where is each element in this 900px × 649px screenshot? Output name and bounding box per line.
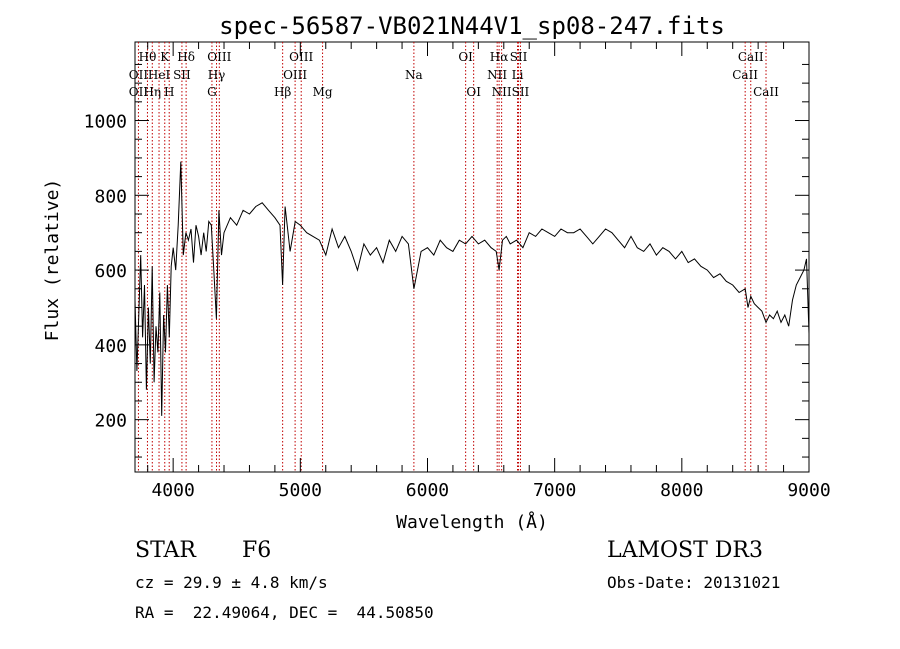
spectral-line-label: Hβ xyxy=(274,85,291,99)
plot-frame xyxy=(134,41,810,473)
spectral-line-label: SII xyxy=(512,85,530,99)
spectral-line-label: SII xyxy=(510,50,528,64)
x-tick-label: 7000 xyxy=(533,480,576,501)
object-subclass: F6 xyxy=(242,538,272,563)
spectral-line-label: Mg xyxy=(313,85,333,99)
spectral-line-label: CaII xyxy=(753,85,779,99)
spectral-line-label: Hδ xyxy=(177,50,195,64)
spectral-line-label: OIII xyxy=(207,50,231,64)
tick-labels: 4000 5000 6000 7000 8000 9000 200 400 600 800 1000 xyxy=(84,112,831,501)
x-axis-label: Wavelength (Å) xyxy=(396,511,548,533)
x-tick-label: 5000 xyxy=(279,480,322,501)
spectral-line-label: Na xyxy=(405,68,423,82)
y-axis-label: Flux (relative) xyxy=(42,179,63,342)
spectral-line-label: OII xyxy=(129,68,149,82)
survey-name: LAMOST DR3 xyxy=(607,538,763,563)
ra-dec: RA = 22.49064, DEC = 44.50850 xyxy=(135,603,434,622)
spectral-line-label: Hα xyxy=(490,50,509,64)
y-tick-label: 1000 xyxy=(84,112,127,133)
spectral-line-label: NII xyxy=(487,68,507,82)
spectral-line-label: CaII xyxy=(738,50,764,64)
spectral-line-label: OI xyxy=(458,50,473,64)
spectral-line-label: CaII xyxy=(732,68,758,82)
spectral-line-label: H xyxy=(164,85,174,99)
object-class: STAR xyxy=(135,538,196,563)
spectral-line-label: OIII xyxy=(283,68,307,82)
spectral-line-label: Hθ xyxy=(139,50,157,64)
spectrum-line xyxy=(134,161,810,416)
x-tick-label: 8000 xyxy=(660,480,703,501)
chart-title: spec-56587-VB021N44V1_sp08-247.fits xyxy=(219,12,725,40)
spectral-line-label: Hη xyxy=(143,85,161,99)
spectral-line-label: OII xyxy=(129,85,149,99)
spectral-line-label: HeI xyxy=(148,68,171,82)
spectral-line-label: Li xyxy=(512,68,524,82)
obs-date: Obs-Date: 20131021 xyxy=(607,573,781,592)
y-tick-label: 200 xyxy=(94,411,127,432)
spectral-line-label: OI xyxy=(466,85,481,99)
redshift-cz: cz = 29.9 ± 4.8 km/s xyxy=(135,573,328,592)
x-tick-label: 4000 xyxy=(151,480,194,501)
x-tick-label: 6000 xyxy=(406,480,449,501)
spectral-line-label: OIII xyxy=(289,50,313,64)
x-tick-label: 9000 xyxy=(787,480,830,501)
spectral-line-label: G xyxy=(207,85,217,99)
axis-ticks xyxy=(135,42,810,472)
y-tick-label: 800 xyxy=(94,186,127,207)
y-tick-label: 400 xyxy=(94,336,127,357)
spectral-line-label: SII xyxy=(173,68,191,82)
spectral-line-label: Hγ xyxy=(208,68,226,82)
spectral-line-label: NII xyxy=(492,85,512,99)
spectral-line-label: K xyxy=(160,50,170,64)
spectral-line-markers xyxy=(137,42,767,472)
y-tick-label: 600 xyxy=(94,261,127,282)
spectral-line-labels: OIIHθOIIHηHeIKHSIIHδGHγOIIIHβOIIIOIIIMgN… xyxy=(129,50,779,99)
